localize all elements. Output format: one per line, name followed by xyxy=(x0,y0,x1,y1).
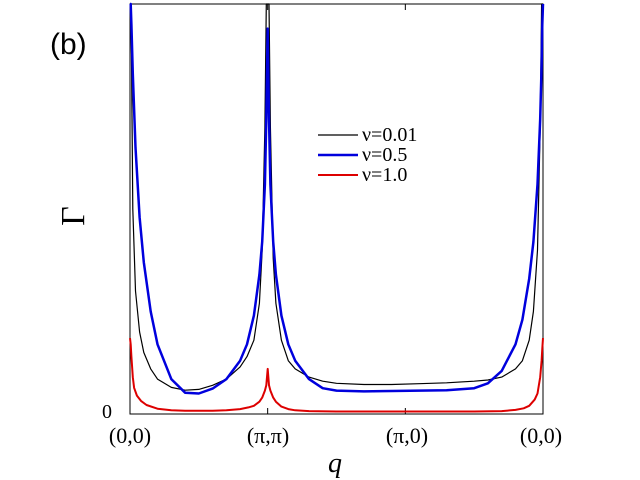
series-line-nu-0-5 xyxy=(129,2,545,395)
legend-label-nu-1-0: ν=1.0 xyxy=(362,164,407,186)
legend-label-nu-0-01: ν=0.01 xyxy=(362,124,417,146)
y-axis-label: Γ xyxy=(55,206,92,226)
legend-label-nu-0-5: ν=0.5 xyxy=(362,144,407,166)
plot-frame xyxy=(129,3,544,415)
x-axis-label: q xyxy=(328,448,342,479)
series-layer xyxy=(129,2,545,413)
panel-label: (b) xyxy=(50,28,87,61)
x-tick-label-pi-pi: (π,π) xyxy=(247,423,289,448)
tick-marks xyxy=(129,4,544,414)
x-tick-label-origin-start: (0,0) xyxy=(109,423,151,448)
series-line-nu-1-0 xyxy=(129,337,544,413)
y-tick-label-zero: 0 xyxy=(102,401,112,423)
series-line-nu-0-01 xyxy=(130,3,543,391)
legend: ν=0.01 ν=0.5 ν=1.0 xyxy=(318,124,417,186)
x-tick-label-pi-zero: (π,0) xyxy=(386,423,428,448)
x-tick-label-origin-end: (0,0) xyxy=(520,423,562,448)
